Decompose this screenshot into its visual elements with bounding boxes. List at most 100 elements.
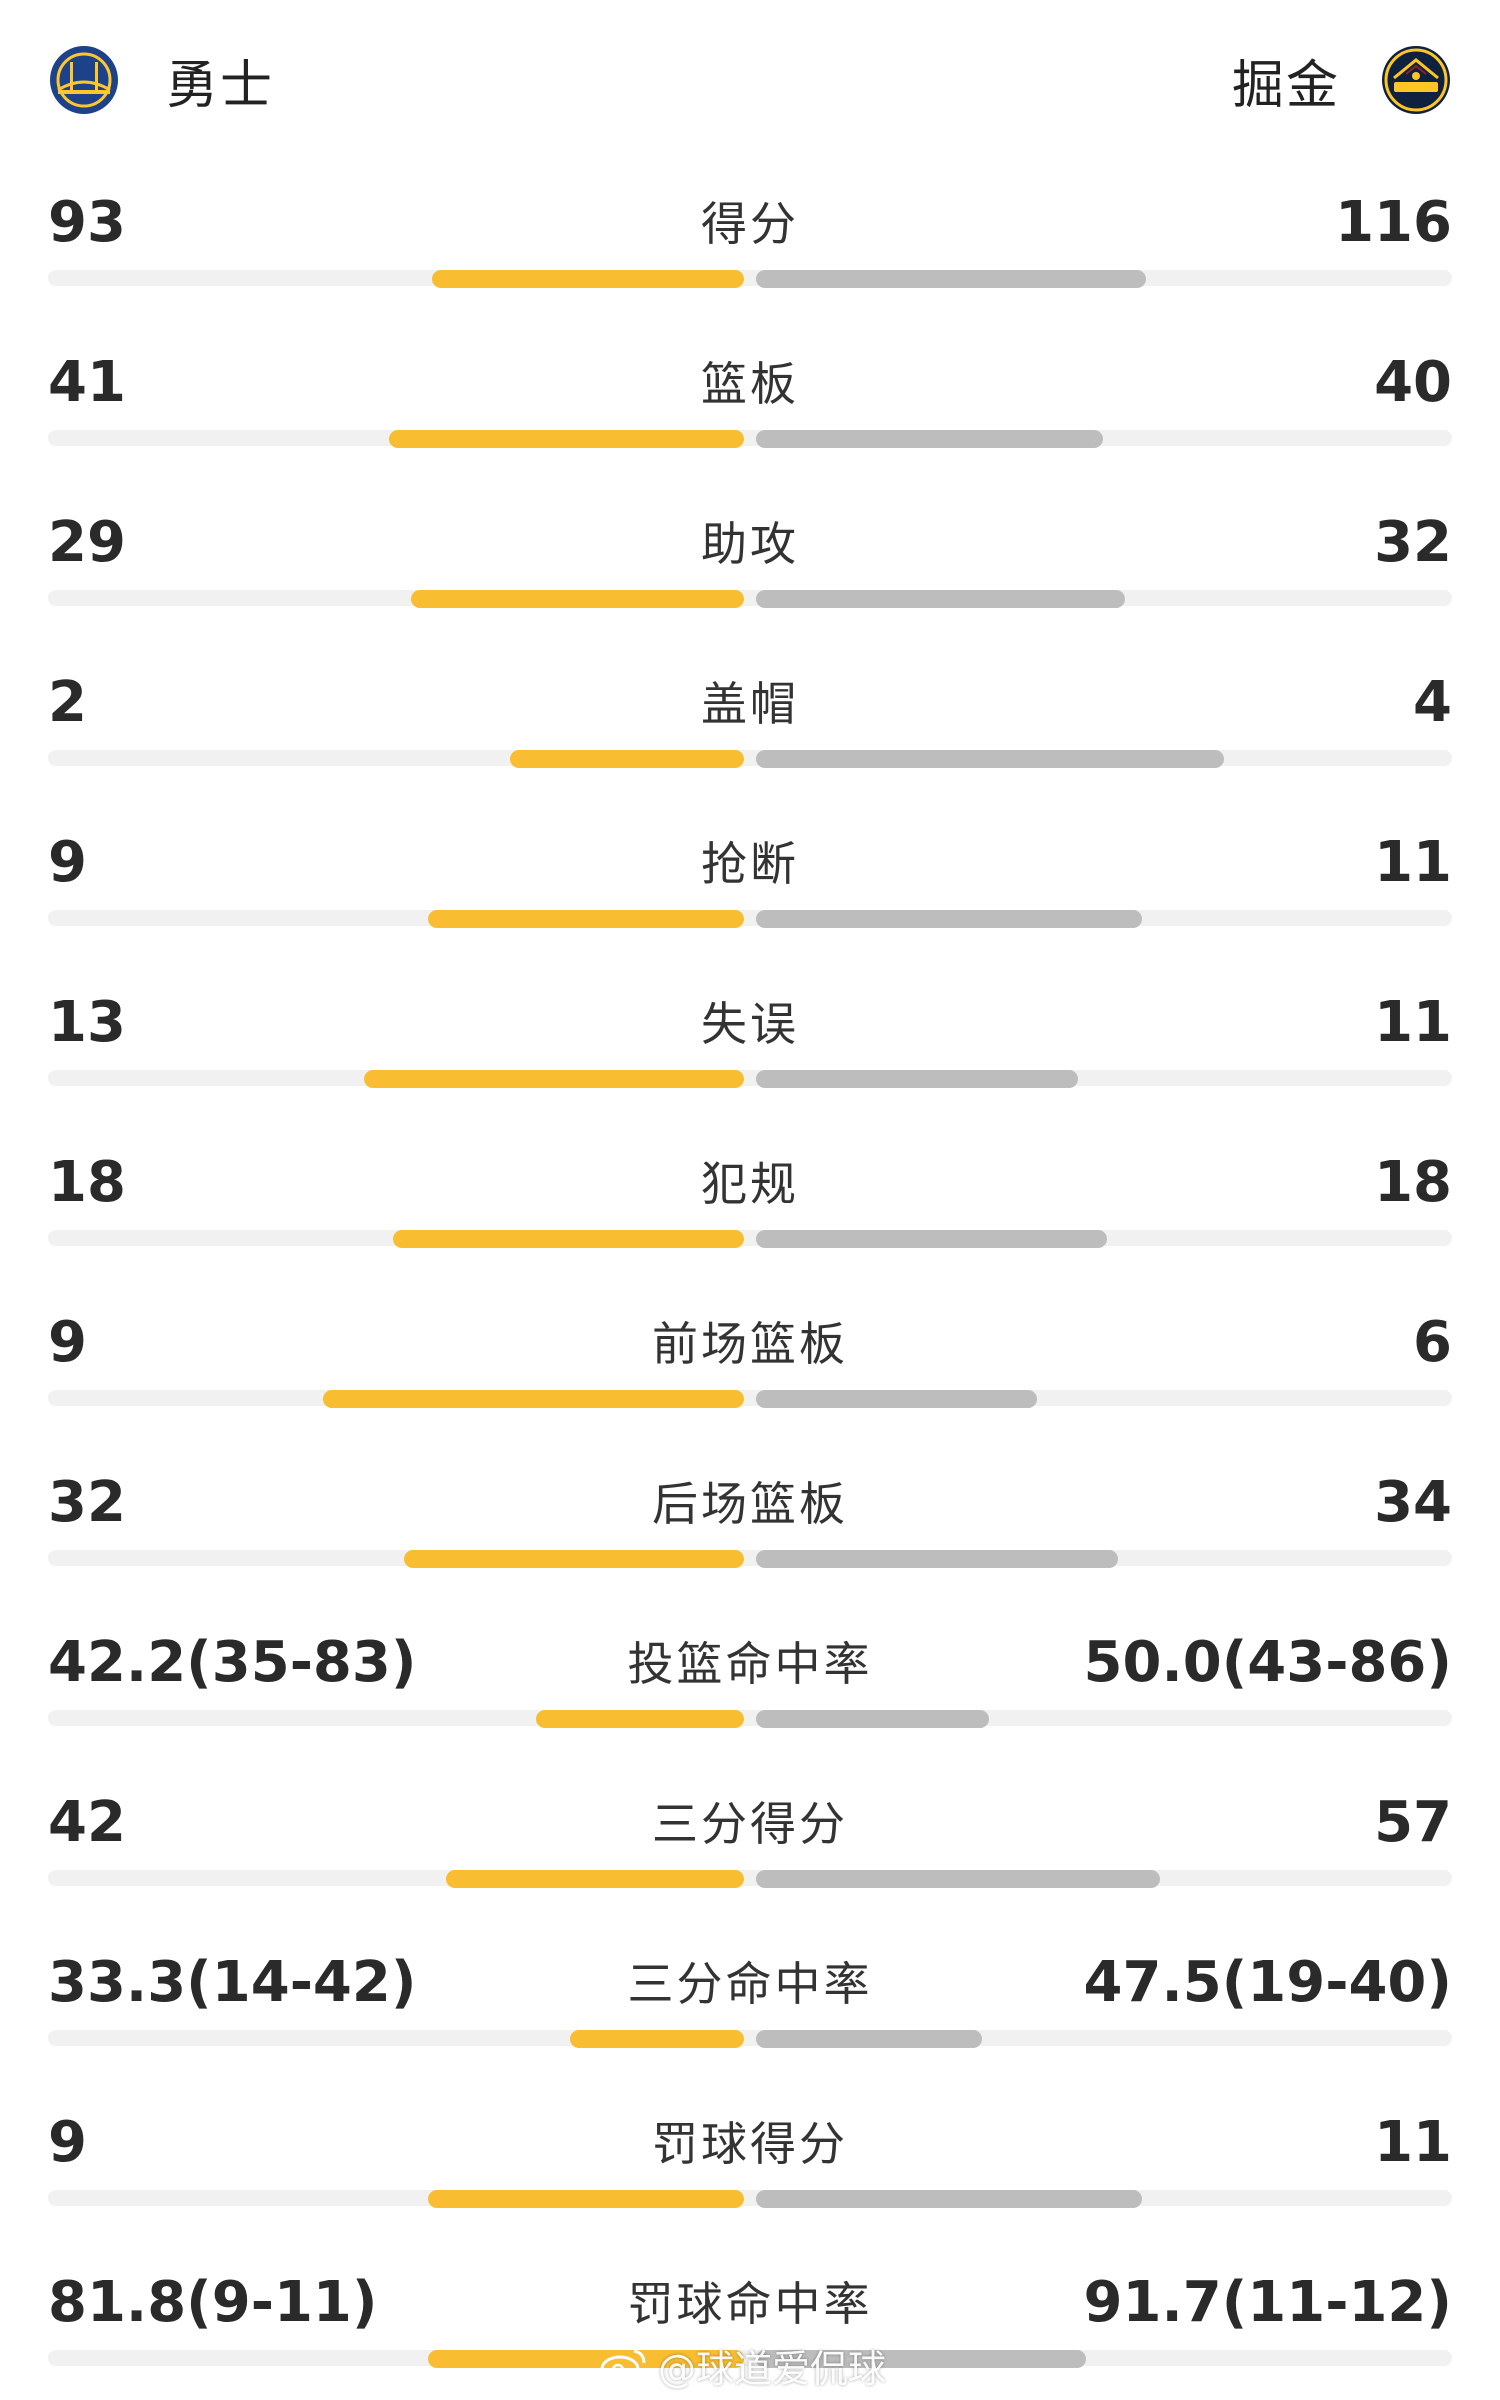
away-stat-value: 32 <box>1374 510 1452 575</box>
away-stat-value: 34 <box>1374 1470 1452 1535</box>
stat-row: 2 盖帽 4 <box>0 640 1500 800</box>
stat-bar-track <box>48 2030 1452 2046</box>
home-stat-bar <box>536 1710 744 1728</box>
away-stat-bar <box>756 1070 1078 1088</box>
stat-label: 三分得分 <box>652 1797 848 1851</box>
home-stat-bar <box>428 2190 744 2208</box>
stat-label: 前场篮板 <box>652 1317 848 1371</box>
away-stat-bar <box>756 750 1224 768</box>
stat-row: 81.8(9-11) 罚球命中率 91.7(11-12) <box>0 2240 1500 2400</box>
home-stat-value: 9 <box>48 1310 87 1375</box>
away-stat-value: 4 <box>1413 670 1452 735</box>
home-stat-value: 13 <box>48 990 126 1055</box>
stat-label: 篮板 <box>701 357 799 411</box>
stat-row: 33.3(14-42) 三分命中率 47.5(19-40) <box>0 1920 1500 2080</box>
stat-bar-track <box>48 2190 1452 2206</box>
away-stat-bar <box>756 1710 989 1728</box>
stat-bar-track <box>48 1390 1452 1406</box>
stat-row: 32 后场篮板 34 <box>0 1440 1500 1600</box>
home-team-name: 勇士 <box>166 55 275 116</box>
stat-bar-track <box>48 1070 1452 1086</box>
away-stat-value: 40 <box>1374 350 1452 415</box>
stat-label: 犯规 <box>701 1157 799 1211</box>
away-stat-bar <box>756 1390 1037 1408</box>
stat-bar-track <box>48 1550 1452 1566</box>
home-stat-value: 93 <box>48 190 126 255</box>
away-stat-bar <box>756 430 1103 448</box>
home-stat-value: 29 <box>48 510 126 575</box>
stat-row: 9 前场篮板 6 <box>0 1280 1500 1440</box>
home-stat-value: 18 <box>48 1150 126 1215</box>
watermark-text: @球道爱侃球 <box>658 2346 887 2391</box>
away-stat-value: 11 <box>1374 990 1452 1055</box>
home-stat-bar <box>323 1390 744 1408</box>
nuggets-logo-icon <box>1380 44 1452 116</box>
away-stat-value: 57 <box>1374 1790 1452 1855</box>
away-stat-value: 11 <box>1374 830 1452 895</box>
home-stat-value: 33.3(14-42) <box>48 1950 417 2015</box>
stat-label: 三分命中率 <box>627 1957 873 2011</box>
away-team-name: 掘金 <box>1231 55 1340 116</box>
home-stat-value: 32 <box>48 1470 126 1535</box>
stat-label: 罚球得分 <box>652 2117 848 2171</box>
away-stat-bar <box>756 270 1146 288</box>
stat-label: 失误 <box>701 997 799 1051</box>
home-stat-bar <box>432 270 744 288</box>
warriors-logo-icon <box>48 44 120 116</box>
away-stat-value: 50.0(43-86) <box>1083 1630 1452 1695</box>
away-team[interactable]: 掘金 <box>1232 40 1452 120</box>
stat-bar-track <box>48 1230 1452 1246</box>
home-stat-value: 2 <box>48 670 87 735</box>
home-stat-bar <box>428 2350 744 2368</box>
stat-row: 29 助攻 32 <box>0 480 1500 640</box>
stat-bar-track <box>48 270 1452 286</box>
home-stat-value: 9 <box>48 2110 87 2175</box>
home-stat-bar <box>446 1870 744 1888</box>
home-stat-bar <box>364 1070 744 1088</box>
stat-label: 罚球命中率 <box>627 2277 873 2331</box>
away-stat-value: 47.5(19-40) <box>1083 1950 1452 2015</box>
stat-row: 42 三分得分 57 <box>0 1760 1500 1920</box>
match-header: 勇士 掘金 <box>0 0 1500 160</box>
home-stat-bar <box>570 2030 744 2048</box>
away-stat-bar <box>756 2030 982 2048</box>
stat-bar-track <box>48 750 1452 766</box>
stat-bar-track <box>48 2350 1452 2366</box>
stat-label: 后场篮板 <box>652 1477 848 1531</box>
stat-label: 助攻 <box>701 517 799 571</box>
home-stat-value: 81.8(9-11) <box>48 2270 378 2335</box>
stat-bar-track <box>48 1710 1452 1726</box>
away-stat-value: 11 <box>1374 2110 1452 2175</box>
away-stat-bar <box>756 1230 1107 1248</box>
stat-row: 13 失误 11 <box>0 960 1500 1120</box>
stat-label: 盖帽 <box>701 677 799 731</box>
home-stat-value: 42.2(35-83) <box>48 1630 417 1695</box>
away-stat-value: 18 <box>1374 1150 1452 1215</box>
stat-row: 41 篮板 40 <box>0 320 1500 480</box>
stat-bar-track <box>48 910 1452 926</box>
home-stat-value: 42 <box>48 1790 126 1855</box>
home-stat-bar <box>389 430 744 448</box>
home-team[interactable]: 勇士 <box>48 40 274 120</box>
stat-row: 9 抢断 11 <box>0 800 1500 960</box>
stat-label: 得分 <box>701 197 799 251</box>
home-stat-bar <box>404 1550 744 1568</box>
stat-row: 9 罚球得分 11 <box>0 2080 1500 2240</box>
away-stat-bar <box>756 1870 1160 1888</box>
home-stat-bar <box>393 1230 744 1248</box>
stat-row: 42.2(35-83) 投篮命中率 50.0(43-86) <box>0 1600 1500 1760</box>
stat-bar-track <box>48 590 1452 606</box>
away-stat-value: 116 <box>1335 190 1452 255</box>
stat-row: 93 得分 116 <box>0 160 1500 320</box>
home-stat-bar <box>428 910 744 928</box>
home-stat-bar <box>510 750 744 768</box>
away-stat-value: 6 <box>1413 1310 1452 1375</box>
stat-bar-track <box>48 430 1452 446</box>
away-stat-bar <box>756 590 1125 608</box>
home-stat-value: 9 <box>48 830 87 895</box>
away-stat-bar <box>756 1550 1118 1568</box>
away-stat-bar <box>756 2350 1086 2368</box>
stat-label: 抢断 <box>701 837 799 891</box>
away-stat-bar <box>756 2190 1142 2208</box>
stat-row: 18 犯规 18 <box>0 1120 1500 1280</box>
